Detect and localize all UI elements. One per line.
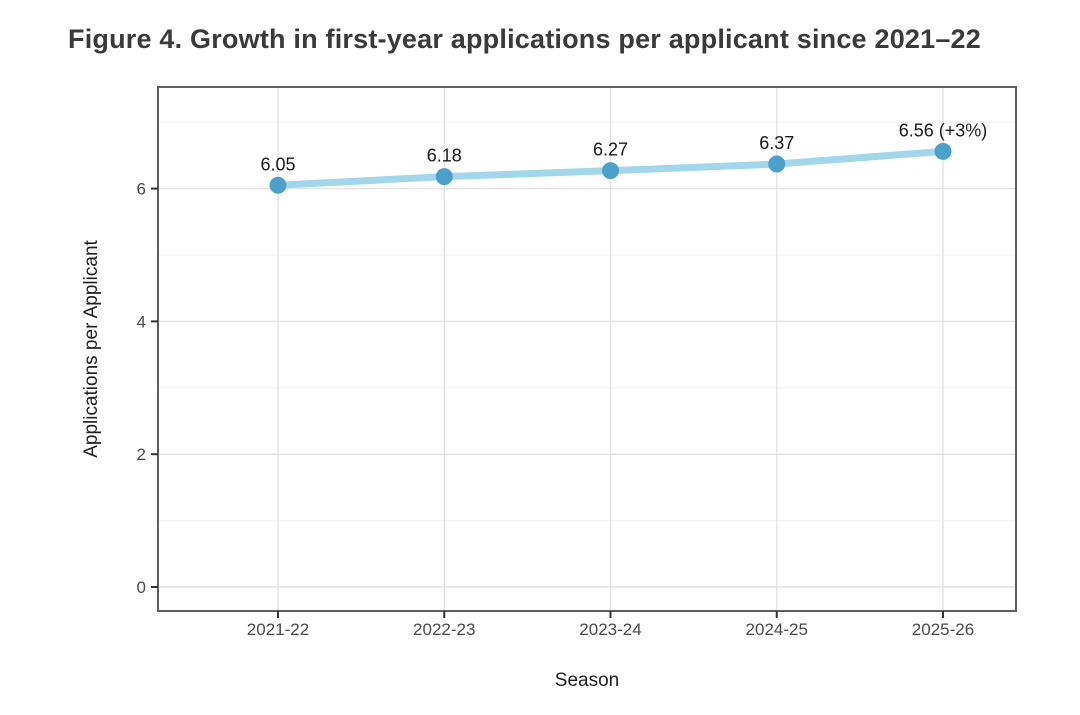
x-tick-label: 2024-25 [746, 620, 808, 639]
panel-border [157, 86, 1017, 612]
data-label: 6.27 [593, 140, 628, 160]
data-label: 6.05 [260, 154, 295, 174]
data-point [768, 155, 786, 173]
data-label: 6.56 (+3%) [899, 120, 988, 140]
data-point [934, 142, 952, 160]
x-tick-label: 2023-24 [579, 620, 641, 639]
y-tick-label: 4 [137, 312, 146, 331]
x-tick-label: 2022-23 [413, 620, 475, 639]
data-point [269, 176, 287, 194]
y-axis-title: Applications per Applicant [81, 239, 102, 457]
data-label: 6.18 [427, 146, 462, 166]
x-axis-title: Season [555, 670, 619, 691]
data-label: 6.37 [759, 133, 794, 153]
chart-title: Figure 4. Growth in first-year applicati… [68, 24, 981, 54]
y-tick-label: 0 [137, 578, 146, 597]
y-tick-label: 2 [137, 445, 146, 464]
data-point [435, 168, 453, 186]
data-point [602, 162, 619, 180]
x-tick-label: 2021-22 [247, 620, 309, 639]
x-tick-label: 2025-26 [912, 620, 974, 639]
y-tick-label: 6 [137, 180, 146, 199]
